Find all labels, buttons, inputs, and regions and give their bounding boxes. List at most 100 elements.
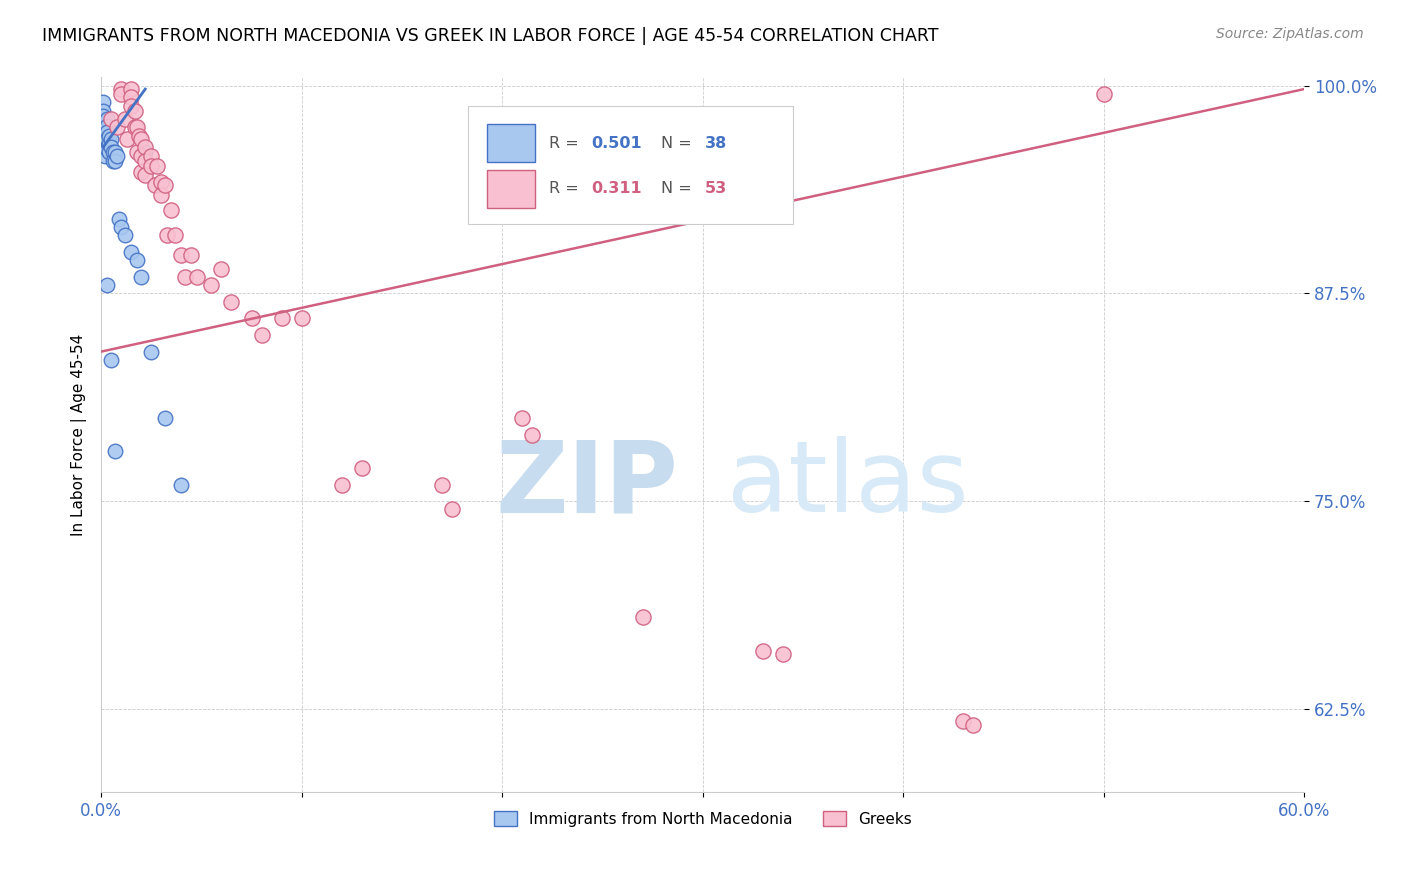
Point [94, 148, 117, 162]
Point [120, 82, 142, 96]
Point [104, 153, 127, 168]
Point [146, 159, 169, 173]
Point [120, 90, 142, 104]
Text: 0.501: 0.501 [591, 136, 641, 151]
Point [100, 140, 122, 154]
Point [128, 128, 150, 143]
Point [250, 328, 273, 343]
Point [94, 136, 117, 151]
FancyBboxPatch shape [468, 106, 793, 224]
Point [120, 244, 142, 259]
Point [91, 103, 114, 118]
Point [141, 148, 163, 162]
Point [631, 610, 654, 624]
Text: N =: N = [661, 181, 696, 196]
Point [129, 132, 152, 146]
Point [160, 203, 183, 218]
Point [94, 115, 117, 129]
Point [240, 311, 263, 326]
Point [174, 269, 197, 284]
Point [96, 125, 118, 139]
Y-axis label: In Labor Force | Age 45-54: In Labor Force | Age 45-54 [72, 334, 87, 536]
Point [91, 109, 114, 123]
Point [772, 647, 794, 661]
Text: atlas: atlas [727, 436, 969, 533]
Point [143, 178, 166, 193]
Point [156, 228, 179, 243]
Point [96, 142, 118, 156]
Text: 53: 53 [704, 181, 727, 196]
Point [105, 148, 128, 162]
Point [114, 228, 136, 243]
Point [96, 132, 118, 146]
FancyBboxPatch shape [488, 169, 536, 208]
Point [141, 159, 163, 173]
Point [952, 714, 974, 728]
Point [98, 136, 121, 151]
Text: N =: N = [661, 136, 696, 151]
Text: ZIP: ZIP [496, 436, 679, 533]
Point [141, 344, 163, 359]
Point [104, 145, 127, 160]
Point [110, 219, 132, 234]
Point [962, 718, 984, 732]
Point [170, 477, 193, 491]
Point [104, 444, 127, 458]
Point [129, 148, 152, 162]
Point [1092, 87, 1115, 101]
Text: R =: R = [548, 136, 583, 151]
Point [134, 153, 156, 168]
Point [200, 278, 222, 293]
Point [129, 269, 152, 284]
Point [94, 142, 117, 156]
Point [100, 132, 122, 146]
FancyBboxPatch shape [488, 124, 536, 162]
Point [291, 311, 314, 326]
Text: IMMIGRANTS FROM NORTH MACEDONIA VS GREEK IN LABOR FORCE | AGE 45-54 CORRELATION : IMMIGRANTS FROM NORTH MACEDONIA VS GREEK… [42, 27, 939, 45]
Point [120, 98, 142, 112]
Point [350, 461, 373, 475]
Point [150, 188, 173, 202]
Point [186, 269, 208, 284]
Point [124, 103, 146, 118]
Point [155, 178, 177, 193]
Point [510, 411, 533, 425]
Point [91, 95, 114, 110]
Point [441, 502, 464, 516]
Point [115, 132, 138, 146]
Point [94, 120, 117, 135]
Text: 0.311: 0.311 [591, 181, 641, 196]
Point [129, 165, 152, 179]
Point [752, 644, 775, 658]
Point [94, 132, 117, 146]
Point [150, 175, 173, 189]
Point [127, 120, 149, 135]
Point [98, 128, 121, 143]
Point [134, 169, 156, 183]
Text: Source: ZipAtlas.com: Source: ZipAtlas.com [1216, 27, 1364, 41]
Point [96, 119, 118, 133]
Point [96, 278, 118, 293]
Point [134, 140, 156, 154]
Point [101, 145, 124, 160]
Point [330, 477, 353, 491]
Point [98, 145, 121, 160]
Point [522, 427, 544, 442]
Point [108, 211, 131, 226]
Point [100, 112, 122, 126]
Point [94, 127, 117, 141]
Point [165, 228, 187, 243]
Point [124, 120, 146, 135]
Point [100, 353, 122, 368]
Point [101, 153, 124, 168]
Point [114, 112, 136, 126]
Point [96, 112, 118, 126]
Text: 38: 38 [704, 136, 727, 151]
Legend: Immigrants from North Macedonia, Greeks: Immigrants from North Macedonia, Greeks [486, 804, 920, 834]
Point [221, 294, 243, 309]
Point [270, 311, 292, 326]
Point [110, 87, 132, 101]
Text: R =: R = [548, 181, 589, 196]
Point [209, 261, 232, 276]
Point [105, 120, 128, 135]
